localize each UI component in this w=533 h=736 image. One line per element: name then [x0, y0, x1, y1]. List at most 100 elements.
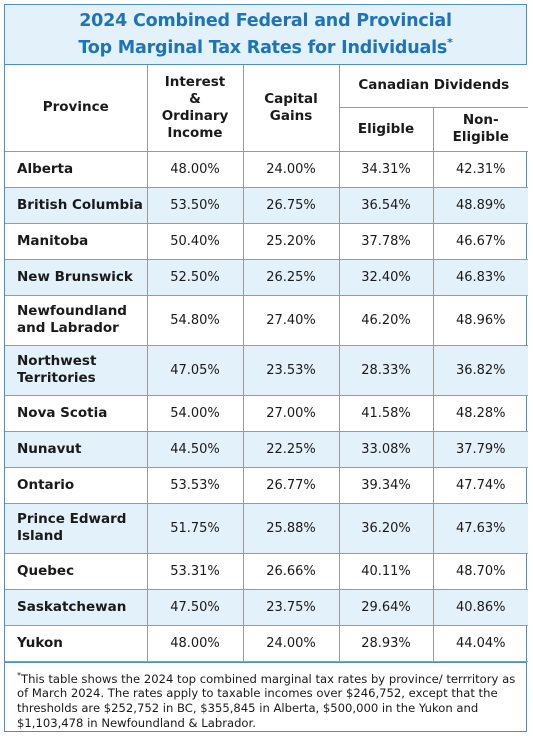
header-non-eligible-text: Non-Eligible	[452, 112, 509, 145]
footnote: *This table shows the 2024 top combined …	[5, 661, 526, 732]
header-canadian-dividends: Canadian Dividends	[338, 65, 528, 108]
province-cell: Alberta	[5, 150, 148, 188]
province-cell: Prince Edward Island	[5, 502, 148, 554]
header-row-1: Province Interest & Ordinary Income Capi…	[5, 65, 528, 152]
header-capital-gains: Capital Gains	[242, 65, 340, 152]
eligible-dividend-rate-cell: 37.78%	[338, 222, 434, 260]
capital-gains-rate-cell: 26.75%	[242, 186, 340, 224]
table-title: 2024 Combined Federal and Provincial Top…	[5, 5, 526, 65]
province-name: Newfoundland and Labrador	[17, 303, 127, 336]
interest-rate-cell: 53.50%	[146, 186, 244, 224]
eligible-dividend-rate-cell: 28.93%	[338, 624, 434, 662]
non-eligible-dividend-rate-cell: 37.79%	[432, 430, 528, 468]
table-row: Manitoba 50.40% 25.20% 37.78% 46.67%	[5, 222, 528, 260]
table-row: Prince Edward Island 51.75% 25.88% 36.20% 47…	[5, 502, 528, 554]
interest-rate-cell: 48.00%	[146, 624, 244, 662]
capital-gains-rate-cell: 26.77%	[242, 466, 340, 504]
capital-gains-rate-cell: 24.00%	[242, 150, 340, 188]
province-cell: Northwest Territories	[5, 344, 148, 396]
non-eligible-dividend-rate-cell: 46.67%	[432, 222, 528, 260]
eligible-dividend-rate-cell: 36.20%	[338, 502, 434, 554]
capital-gains-rate-cell: 23.53%	[242, 344, 340, 396]
non-eligible-dividend-rate-cell: 36.82%	[432, 344, 528, 396]
province-cell: British Columbia	[5, 186, 148, 224]
province-cell: Saskatchewan	[5, 588, 148, 626]
eligible-dividend-rate-cell: 41.58%	[338, 394, 434, 432]
interest-rate-cell: 47.50%	[146, 588, 244, 626]
non-eligible-dividend-rate-cell: 48.28%	[432, 394, 528, 432]
non-eligible-dividend-rate-cell: 46.83%	[432, 258, 528, 296]
eligible-dividend-rate-cell: 34.31%	[338, 150, 434, 188]
header-eligible: Eligible	[339, 106, 434, 152]
capital-gains-rate-cell: 25.20%	[242, 222, 340, 260]
title-line-2-text: Top Marginal Tax Rates for Individuals	[78, 37, 448, 58]
capital-gains-rate-cell: 24.00%	[242, 624, 340, 662]
header-row-2: Eligible Non-Eligible	[5, 106, 528, 152]
title-footnote-mark: *	[447, 36, 453, 50]
province-cell: Manitoba	[5, 222, 148, 260]
eligible-dividend-rate-cell: 29.64%	[338, 588, 434, 626]
capital-gains-rate-cell: 26.25%	[242, 258, 340, 296]
capital-gains-rate-cell: 27.00%	[242, 394, 340, 432]
province-cell: Yukon	[5, 624, 148, 662]
table-row: Northwest Territories 47.05% 23.53% 28.33% 3…	[5, 344, 528, 396]
title-line-2: Top Marginal Tax Rates for Individuals*	[78, 32, 453, 59]
table-row: New Brunswick 52.50% 26.25% 32.40% 46.83%	[5, 258, 528, 296]
capital-gains-rate-cell: 27.40%	[242, 294, 340, 346]
non-eligible-dividend-rate-cell: 48.70%	[432, 552, 528, 590]
table-row: Saskatchewan 47.50% 23.75% 29.64% 40.86%	[5, 588, 528, 626]
table-row: Nova Scotia 54.00% 27.00% 41.58% 48.28%	[5, 394, 528, 432]
capital-gains-rate-cell: 26.66%	[242, 552, 340, 590]
header-interest-income: Interest & Ordinary Income	[146, 65, 244, 152]
header-province: Province	[5, 65, 148, 152]
capital-gains-rate-cell: 23.75%	[242, 588, 340, 626]
non-eligible-dividend-rate-cell: 42.31%	[432, 150, 528, 188]
header-capital-gains-text: Capital Gains	[264, 90, 318, 124]
interest-rate-cell: 48.00%	[146, 150, 244, 188]
interest-rate-cell: 47.05%	[146, 344, 244, 396]
table-row: Yukon 48.00% 24.00% 28.93% 44.04%	[5, 624, 528, 662]
interest-rate-cell: 44.50%	[146, 430, 244, 468]
eligible-dividend-rate-cell: 39.34%	[338, 466, 434, 504]
non-eligible-dividend-rate-cell: 48.96%	[432, 294, 528, 346]
table-row: Ontario 53.53% 26.77% 39.34% 47.74%	[5, 466, 528, 504]
table-row: Alberta 48.00% 24.00% 34.31% 42.31%	[5, 150, 528, 188]
province-cell: Quebec	[5, 552, 148, 590]
eligible-dividend-rate-cell: 32.40%	[338, 258, 434, 296]
table-row: Nunavut 44.50% 22.25% 33.08% 37.79%	[5, 430, 528, 468]
interest-rate-cell: 53.31%	[146, 552, 244, 590]
non-eligible-dividend-rate-cell: 47.63%	[432, 502, 528, 554]
non-eligible-dividend-rate-cell: 48.89%	[432, 186, 528, 224]
eligible-dividend-rate-cell: 36.54%	[338, 186, 434, 224]
tax-rate-table-card: 2024 Combined Federal and Provincial Top…	[4, 4, 528, 732]
capital-gains-rate-cell: 25.88%	[242, 502, 340, 554]
non-eligible-dividend-rate-cell: 44.04%	[432, 624, 528, 662]
title-line-1: 2024 Combined Federal and Provincial	[79, 11, 452, 32]
table-row: Newfoundland and Labrador 54.80% 27.40% 46.…	[5, 294, 528, 346]
province-cell: Ontario	[5, 466, 148, 504]
eligible-dividend-rate-cell: 40.11%	[338, 552, 434, 590]
header-interest-income-text: Interest & Ordinary Income	[161, 73, 229, 141]
interest-rate-cell: 54.00%	[146, 394, 244, 432]
tax-rate-table: Province Interest & Ordinary Income Capi…	[5, 65, 528, 662]
province-cell: New Brunswick	[5, 258, 148, 296]
footnote-text: This table shows the 2024 top combined m…	[17, 671, 516, 731]
interest-rate-cell: 53.53%	[146, 466, 244, 504]
province-cell: Nunavut	[5, 430, 148, 468]
non-eligible-dividend-rate-cell: 40.86%	[432, 588, 528, 626]
eligible-dividend-rate-cell: 46.20%	[338, 294, 434, 346]
province-cell: Newfoundland and Labrador	[5, 294, 148, 346]
header-non-eligible: Non-Eligible	[432, 106, 528, 152]
interest-rate-cell: 51.75%	[146, 502, 244, 554]
table-row: British Columbia 53.50% 26.75% 36.54% 48.89%	[5, 186, 528, 224]
interest-rate-cell: 54.80%	[146, 294, 244, 346]
eligible-dividend-rate-cell: 33.08%	[338, 430, 434, 468]
interest-rate-cell: 52.50%	[146, 258, 244, 296]
non-eligible-dividend-rate-cell: 47.74%	[432, 466, 528, 504]
province-name: Prince Edward Island	[17, 511, 127, 544]
eligible-dividend-rate-cell: 28.33%	[338, 344, 434, 396]
province-cell: Nova Scotia	[5, 394, 148, 432]
capital-gains-rate-cell: 22.25%	[242, 430, 340, 468]
footnote-mark: *	[17, 670, 21, 680]
table-row: Quebec 53.31% 26.66% 40.11% 48.70%	[5, 552, 528, 590]
